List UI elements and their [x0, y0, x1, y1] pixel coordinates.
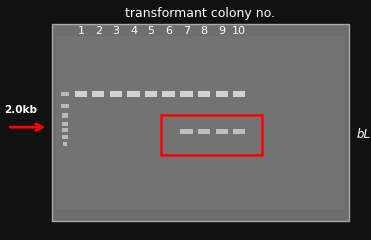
- Bar: [181, 91, 193, 97]
- Bar: [198, 129, 210, 134]
- Text: 2.0kb: 2.0kb: [4, 105, 37, 115]
- Bar: [56, 36, 345, 209]
- Text: bLf: bLf: [357, 128, 371, 141]
- Text: 5: 5: [148, 26, 154, 36]
- Text: 7: 7: [183, 26, 190, 36]
- Bar: [198, 91, 210, 97]
- Bar: [62, 122, 68, 126]
- Text: 6: 6: [165, 26, 172, 36]
- Bar: [61, 92, 69, 96]
- Text: 9: 9: [218, 26, 226, 36]
- Text: 2: 2: [95, 26, 102, 36]
- Bar: [233, 91, 246, 97]
- Bar: [110, 91, 122, 97]
- Bar: [62, 135, 68, 139]
- Text: 10: 10: [232, 26, 246, 36]
- Bar: [61, 104, 69, 108]
- Bar: [216, 91, 228, 97]
- Bar: [128, 91, 139, 97]
- Bar: [181, 129, 193, 134]
- Text: transformant colony no.: transformant colony no.: [125, 7, 275, 20]
- Bar: [62, 128, 68, 132]
- Bar: [162, 91, 175, 97]
- Bar: [62, 142, 68, 146]
- Bar: [216, 129, 228, 134]
- Text: 8: 8: [200, 26, 208, 36]
- Bar: [92, 91, 105, 97]
- Bar: [52, 24, 349, 221]
- Bar: [161, 115, 262, 155]
- Bar: [75, 91, 87, 97]
- Text: 3: 3: [113, 26, 119, 36]
- Bar: [145, 91, 157, 97]
- Bar: [62, 113, 68, 118]
- Bar: [233, 129, 246, 134]
- Text: 1: 1: [78, 26, 84, 36]
- Text: 4: 4: [130, 26, 137, 36]
